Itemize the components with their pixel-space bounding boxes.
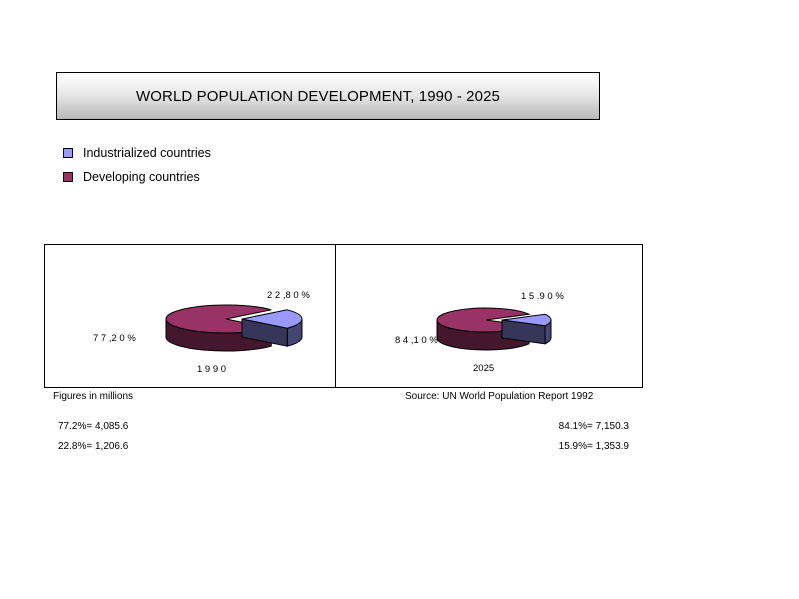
pie-slice-industrialized	[241, 309, 303, 347]
data-label-2025-developing: 8 4 ,1 0 %	[395, 335, 438, 346]
legend-item-industrialized: Industrialized countries	[63, 141, 211, 165]
legend-swatch-industrialized	[63, 148, 73, 158]
note-1990-industrialized: 22.8%= 1,206.6	[58, 441, 129, 452]
chart-title: WORLD POPULATION DEVELOPMENT, 1990 - 202…	[56, 72, 600, 120]
legend: Industrialized countries Developing coun…	[63, 141, 211, 189]
data-label-1990-industrialized: 2 2 ,8 0 %	[267, 290, 310, 301]
note-2025-developing: 84.1%= 7,150.3	[558, 421, 629, 432]
pie-1990-svg	[165, 304, 303, 352]
data-label-2025-industrialized: 1 5 .9 0 %	[521, 291, 564, 302]
pie-1990-label: 1 9 9 0	[197, 364, 227, 375]
note-1990-developing: 77.2%= 4,085.6	[58, 421, 129, 432]
pie-chart-2025: 1 5 .9 0 % 8 4 ,1 0 % 2025	[335, 244, 643, 388]
legend-label-industrialized: Industrialized countries	[83, 146, 211, 160]
legend-swatch-developing	[63, 172, 73, 182]
pie-chart-1990: 2 2 ,8 0 % 7 7 ,2 0 % 1 9 9 0	[44, 244, 336, 388]
pie-slice-industrialized	[501, 313, 552, 345]
pie-2025-svg	[436, 307, 552, 351]
data-label-1990-developing: 7 7 ,2 0 %	[93, 333, 136, 344]
caption-source: Source: UN World Population Report 1992	[405, 391, 594, 402]
chart-title-text: WORLD POPULATION DEVELOPMENT, 1990 - 202…	[136, 87, 500, 105]
pie-2025-label: 2025	[473, 363, 495, 374]
legend-label-developing: Developing countries	[83, 170, 200, 184]
legend-item-developing: Developing countries	[63, 165, 211, 189]
note-2025-industrialized: 15.9%= 1,353.9	[558, 441, 629, 452]
caption-figures: Figures in millions	[53, 391, 134, 402]
